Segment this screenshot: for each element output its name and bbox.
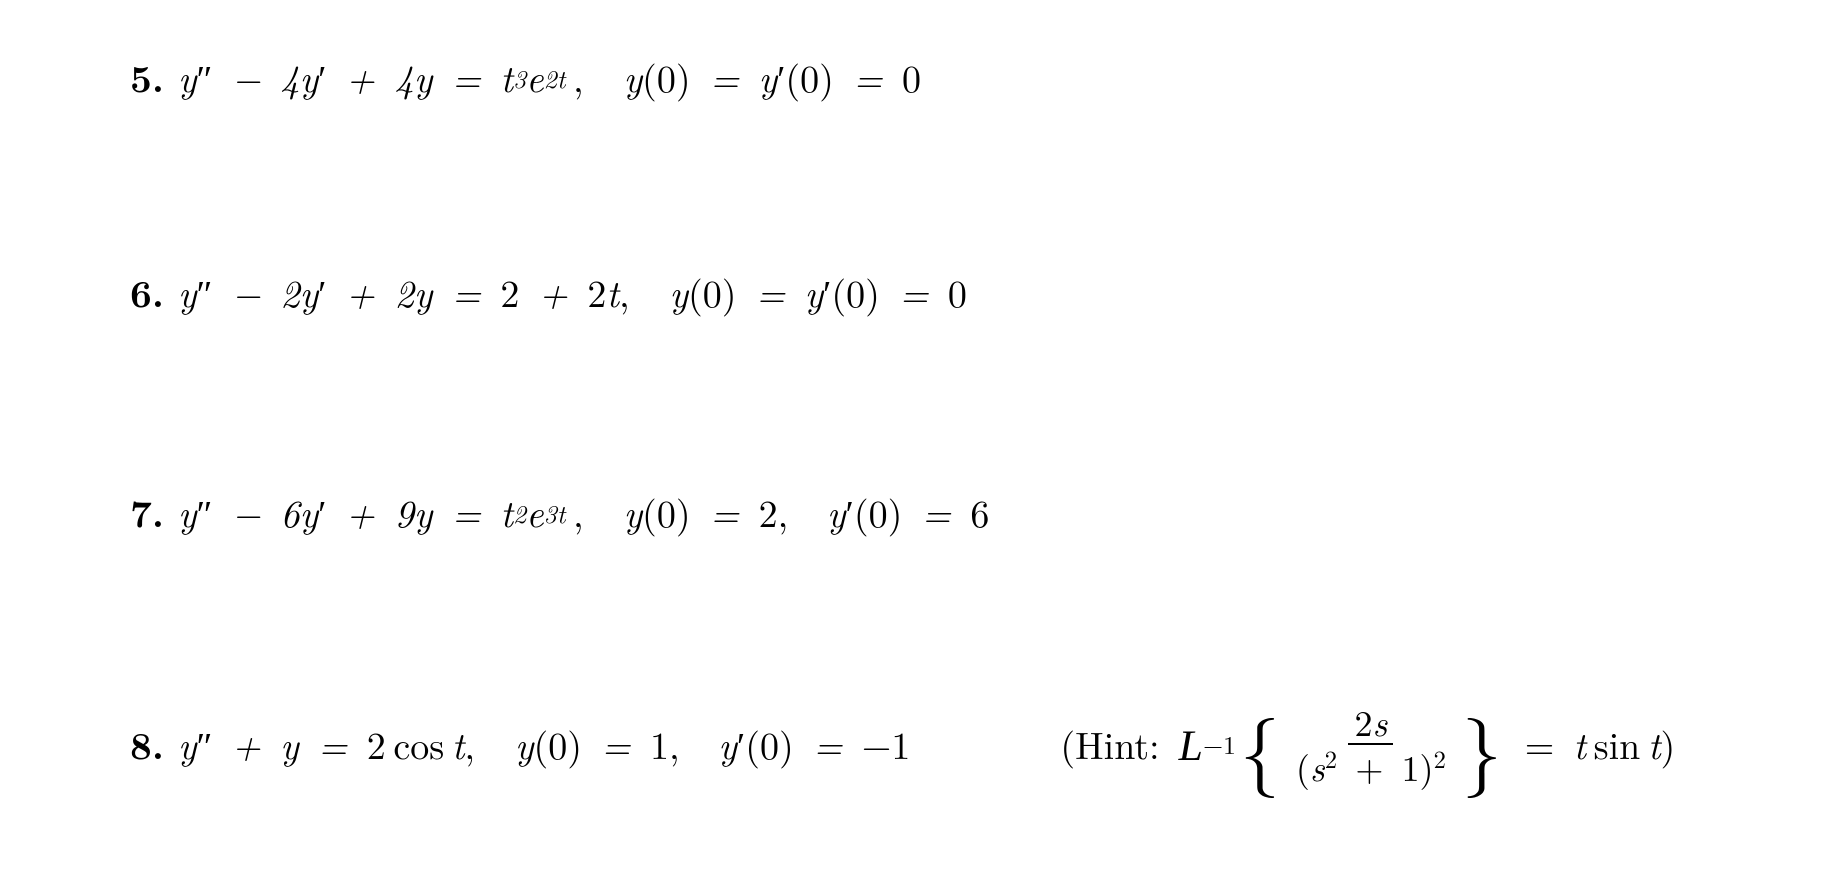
hint-fraction: 2s (s2 + 1)2 xyxy=(1290,700,1452,789)
problem-5: 5. y″ − 4y′ + 4y = t3e2t , y(0) = y′(0) … xyxy=(130,55,1775,101)
page: 5. y″ − 4y′ + 4y = t3e2t , y(0) = y′(0) … xyxy=(0,0,1835,884)
laplace-symbol: L xyxy=(1179,720,1203,772)
hint-label: Hint: xyxy=(1075,722,1159,768)
problem-number: 7. xyxy=(130,490,164,536)
problem-7: 7. y″ − 6y′ + 9y = t2e3t , y(0) = 2, y′(… xyxy=(130,490,1775,536)
problem-8: 8. y″ + y = 2 cos t, y(0) = 1, y′(0) = −… xyxy=(130,700,1775,789)
problem-6-math: y″ − 2y′ + 2y = 2 + 2t, y(0) = y′(0) = 0 xyxy=(178,270,967,316)
problem-8-math: y″ + y = 2 cos t, y(0) = 1, y′(0) = −1 (… xyxy=(178,700,1675,789)
problem-number: 8. xyxy=(130,722,164,768)
problem-8-hint: (Hint: L−1 { 2s (s2 + 1)2 } = t sin t) xyxy=(1060,700,1675,789)
problem-number: 6. xyxy=(130,270,164,316)
problem-5-math: y″ − 4y′ + 4y = t3e2t , y(0) = y′(0) = 0 xyxy=(178,55,921,101)
problem-number: 5. xyxy=(130,55,164,101)
problem-7-math: y″ − 6y′ + 9y = t2e3t , y(0) = 2, y′(0) … xyxy=(178,490,989,536)
problem-6: 6. y″ − 2y′ + 2y = 2 + 2t, y(0) = y′(0) … xyxy=(130,270,1775,316)
